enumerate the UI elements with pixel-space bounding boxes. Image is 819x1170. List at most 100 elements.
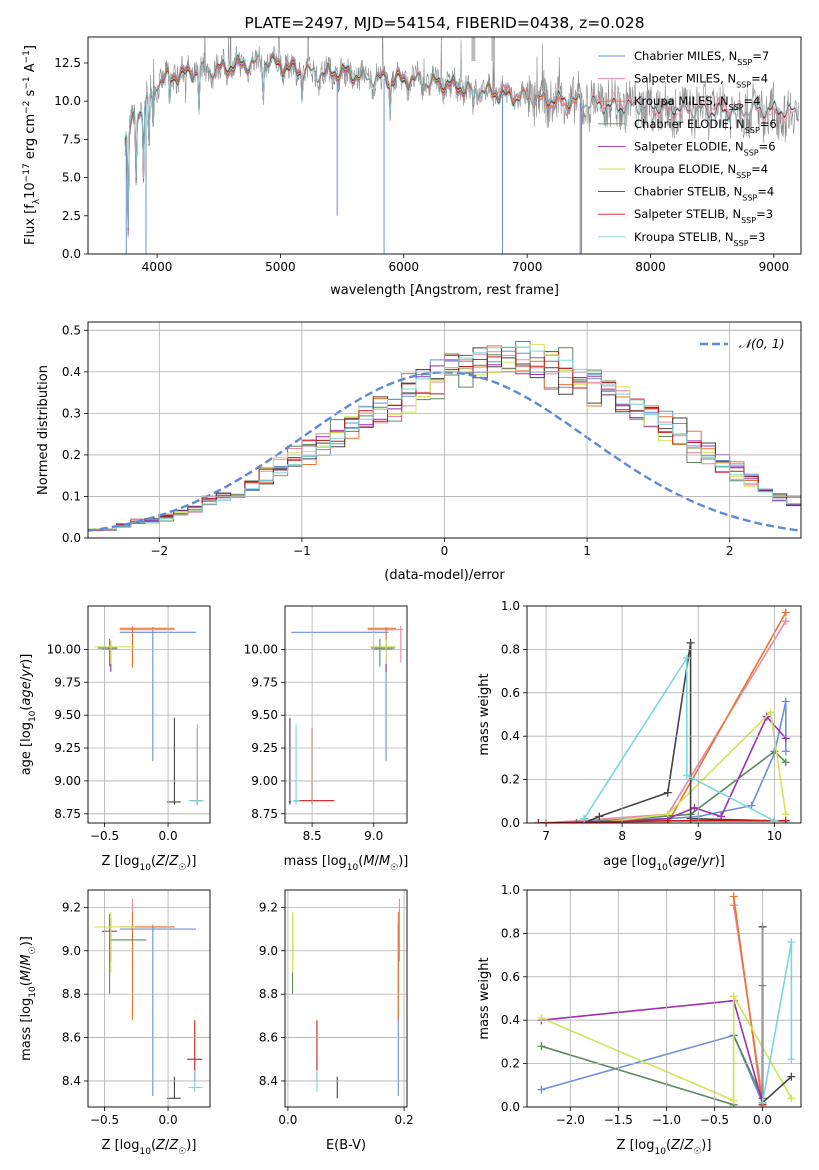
y-axis-label-part: 10 <box>28 986 38 998</box>
x-tick-label: −0.5 <box>90 829 119 843</box>
legend-label-part: Chabrier MILES, N <box>634 49 737 63</box>
x-tick-label: 7 <box>542 829 550 843</box>
weight-marker-kroupa-elodie <box>787 1094 796 1103</box>
y-tick-label: 1.0 <box>501 883 520 897</box>
weight-marker-kroupa-stelib <box>682 771 691 780</box>
x-axis-label-part: 10 <box>139 863 151 873</box>
x-axis-label-part: 10 <box>347 863 359 873</box>
weight-marker-kroupa-elodie <box>729 1096 738 1105</box>
weight-marker-kroupa-stelib <box>787 938 796 947</box>
legend-label-chabrier-stelib: Chabrier STELIB, NSSP=4 <box>634 185 774 203</box>
x-tick-label: 9 <box>694 829 702 843</box>
weight-marker-chabrier-stelib <box>787 1072 796 1081</box>
y-axis-label-part: ] <box>23 45 38 50</box>
x-tick-label: 10 <box>767 829 782 843</box>
panel-spectrum: 4000 5000 6000 7000 8000 9000 0.0 2.5 5.0 7.5 10.0… <box>22 36 802 298</box>
y-tick-label: 0.8 <box>501 642 520 656</box>
legend: 𝒩(0, 1) <box>700 336 785 351</box>
y-tick-label: 9.50 <box>251 708 278 722</box>
y-axis-label-part: −1 <box>22 76 32 89</box>
x-axis-label-part: age [log <box>603 854 656 869</box>
weight-line-chabrier-miles <box>538 701 787 823</box>
y-axis-label: mass weight <box>477 673 492 755</box>
legend-label-part: Salpeter ELODIE, N <box>634 139 744 153</box>
x-axis-label-part: / <box>165 854 170 869</box>
hist-step-kroupa-miles <box>88 345 801 531</box>
y-tick-label: 1.0 <box>501 599 520 613</box>
legend-label-part: SSP <box>729 103 744 112</box>
legend-label-part: SSP <box>736 171 751 180</box>
x-axis-label-part: )] <box>186 1138 196 1153</box>
y-axis-label-part: ( <box>19 981 34 986</box>
y-tick-label: 8.75 <box>251 807 278 821</box>
legend-label-chabrier-miles: Chabrier MILES, NSSP=7 <box>634 49 769 67</box>
x-axis-label-part: ☉ <box>390 863 398 873</box>
y-axis-label-part: ☉ <box>28 946 38 954</box>
legend-label-part: =4 <box>757 185 774 199</box>
plot-area <box>534 608 790 823</box>
weight-line-chabrier-elodie <box>576 750 787 823</box>
legend-label-part: Salpeter STELIB, N <box>634 207 741 221</box>
y-tick-label: 0.2 <box>501 773 520 787</box>
x-axis-label-part: / <box>165 1138 170 1153</box>
legend-label-kroupa-elodie: Kroupa ELODIE, NSSP=4 <box>634 162 768 180</box>
weight-marker-chabrier-miles <box>781 697 790 706</box>
y-tick-label: 9.75 <box>54 675 81 689</box>
x-tick-label: 8 <box>618 829 626 843</box>
legend-label-kroupa-stelib: Kroupa STELIB, NSSP=3 <box>634 230 765 248</box>
x-axis-label-part: ☉ <box>178 863 186 873</box>
plot-area <box>292 898 400 1099</box>
x-axis-label-part: )] <box>701 1138 711 1153</box>
x-axis-label-part: Z <box>168 854 179 869</box>
y-axis-label-part: −2 <box>22 101 32 114</box>
x-axis-label-part: Z [log <box>617 1138 655 1153</box>
hist-step-chabrier-miles <box>88 350 801 531</box>
y-tick-label: 9.50 <box>54 708 81 722</box>
y-axis-label-part: )] <box>19 654 34 664</box>
y-tick-label: 0.5 <box>62 323 81 337</box>
x-axis-label-part: ☉ <box>693 1147 701 1157</box>
y-axis-label-part: −1 <box>22 50 32 63</box>
weight-marker-chabrier-elodie <box>781 758 790 767</box>
x-tick-label: 2 <box>726 544 734 558</box>
weight-marker-chabrier-stelib <box>595 812 604 821</box>
panel-age-vs-mass: 8.5 9.0 8.75 9.00 9.25 9.50 9.75 10.00 mass [log… <box>244 605 409 873</box>
y-tick-label: 9.00 <box>251 774 278 788</box>
x-axis-label-part: Z <box>683 1138 694 1153</box>
y-tick-label: 8.6 <box>62 1031 81 1045</box>
y-tick-label: 5.0 <box>62 171 81 185</box>
y-tick-label: 9.75 <box>251 675 278 689</box>
x-tick-label: 0.2 <box>395 1113 414 1127</box>
y-axis-label-part: age <box>19 681 34 705</box>
y-tick-label: 0.8 <box>501 926 520 940</box>
legend-label-part: Kroupa STELIB, N <box>634 230 734 244</box>
axes-frame <box>87 36 802 255</box>
y-axis-label-part: 10 <box>28 710 38 722</box>
x-axis-label: mass [log10(M/M☉)] <box>284 854 409 873</box>
weight-marker-chabrier-miles <box>781 747 790 756</box>
legend-label-part: SSP <box>742 193 757 202</box>
x-axis-label-part: mass [log <box>284 854 347 869</box>
weight-marker-chabrier-stelib <box>686 638 695 647</box>
weight-marker-chabrier-stelib <box>663 788 672 797</box>
y-tick-label: 0.2 <box>501 1057 520 1071</box>
y-axis-label-part: mass [log <box>19 998 34 1061</box>
axes-frame <box>87 605 211 824</box>
x-tick-label: −1 <box>293 544 311 558</box>
plot-area <box>124 37 799 254</box>
x-tick-label: −2 <box>150 544 168 558</box>
x-tick-label: 1 <box>583 544 591 558</box>
y-tick-label: 0.4 <box>501 1013 520 1027</box>
panel-mass-vs-ebv: 0.0 0.2 8.4 8.6 8.8 9.0 9.2 E(B-V) <box>259 889 414 1153</box>
y-tick-label: 0.2 <box>62 448 81 462</box>
weight-marker-chabrier-elodie <box>537 1042 546 1051</box>
y-tick-label: 0.0 <box>501 1100 520 1114</box>
y-axis-label: mass weight <box>477 957 492 1039</box>
weight-marker-salpeter-stelib <box>781 816 790 823</box>
x-axis-label-part: ( <box>358 854 363 869</box>
x-axis-label-part: yr <box>701 854 717 869</box>
weight-marker-salpeter-elodie <box>781 734 790 743</box>
x-tick-label: 0.0 <box>159 1113 178 1127</box>
weight-line-kroupa-miles <box>546 612 787 823</box>
